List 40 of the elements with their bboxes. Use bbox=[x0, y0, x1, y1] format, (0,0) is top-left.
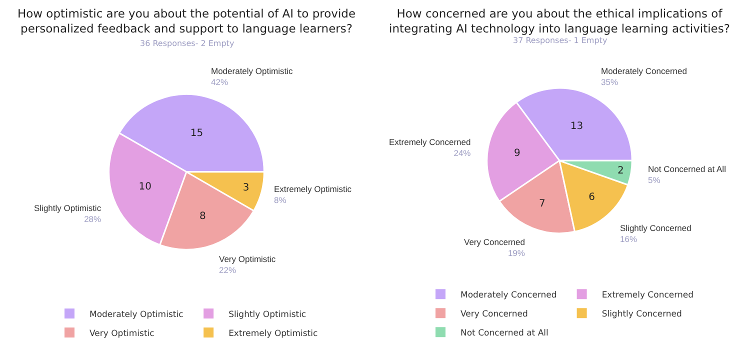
data-label: 6 bbox=[588, 192, 595, 203]
data-label: 10 bbox=[138, 181, 152, 192]
data-label: 9 bbox=[514, 148, 520, 159]
legend-label: Very Optimistic bbox=[90, 328, 155, 339]
text: 22% bbox=[219, 265, 236, 276]
data-label: 13 bbox=[570, 120, 584, 132]
chart-title: How optimistic are you about the potential of AI to provide personalized feedback and support to language learners? bbox=[17, 6, 356, 36]
slice-label: Moderately Concerned bbox=[601, 66, 688, 76]
legend-label: Extremely Optimistic bbox=[228, 328, 318, 339]
slice-label: Not Concerned at All bbox=[648, 164, 726, 174]
slice-label: Slightly Concerned bbox=[620, 223, 692, 233]
text: 42% bbox=[211, 77, 228, 88]
data-label: 7 bbox=[538, 198, 546, 210]
text: 5% bbox=[648, 175, 661, 186]
text: 28% bbox=[84, 214, 102, 224]
slice-label: Slightly Optimistic bbox=[34, 203, 102, 213]
legend-label: Very Concerned bbox=[460, 309, 528, 320]
chart-title: How concerned are you about the ethical implications of integrating AI technology into language learning activities? bbox=[389, 6, 730, 36]
legend-label: Moderately Concerned bbox=[460, 290, 557, 300]
data-label: 15 bbox=[190, 128, 204, 140]
data-label: 8 bbox=[199, 210, 206, 222]
text: 35% bbox=[601, 77, 618, 88]
chart-subtitle: 36 Responses- 2 Empty bbox=[140, 39, 234, 48]
slice-label: Extremely Optimistic bbox=[274, 184, 352, 194]
chart-subtitle: 37 Responses- 1 Empty bbox=[513, 36, 608, 45]
data-label: 3 bbox=[242, 182, 250, 194]
slice-label: Moderately Optimistic bbox=[211, 66, 294, 76]
legend-label: Moderately Optimistic bbox=[90, 310, 184, 320]
slice-label: Very Optimistic bbox=[219, 254, 276, 264]
legend-label: Extremely Concerned bbox=[602, 290, 694, 300]
legend-label: Slightly Optimistic bbox=[228, 310, 306, 320]
text: 8% bbox=[274, 195, 287, 206]
text: 19% bbox=[508, 248, 526, 258]
legend-label: Not Concerned at All bbox=[460, 328, 548, 338]
slice-label: Extremely Concerned bbox=[389, 137, 471, 147]
text: 24% bbox=[454, 148, 472, 158]
slice-label: Very Concerned bbox=[464, 237, 526, 247]
data-label: 2 bbox=[618, 166, 624, 177]
text: 16% bbox=[620, 234, 638, 244]
legend-label: Slightly Concerned bbox=[602, 309, 682, 320]
